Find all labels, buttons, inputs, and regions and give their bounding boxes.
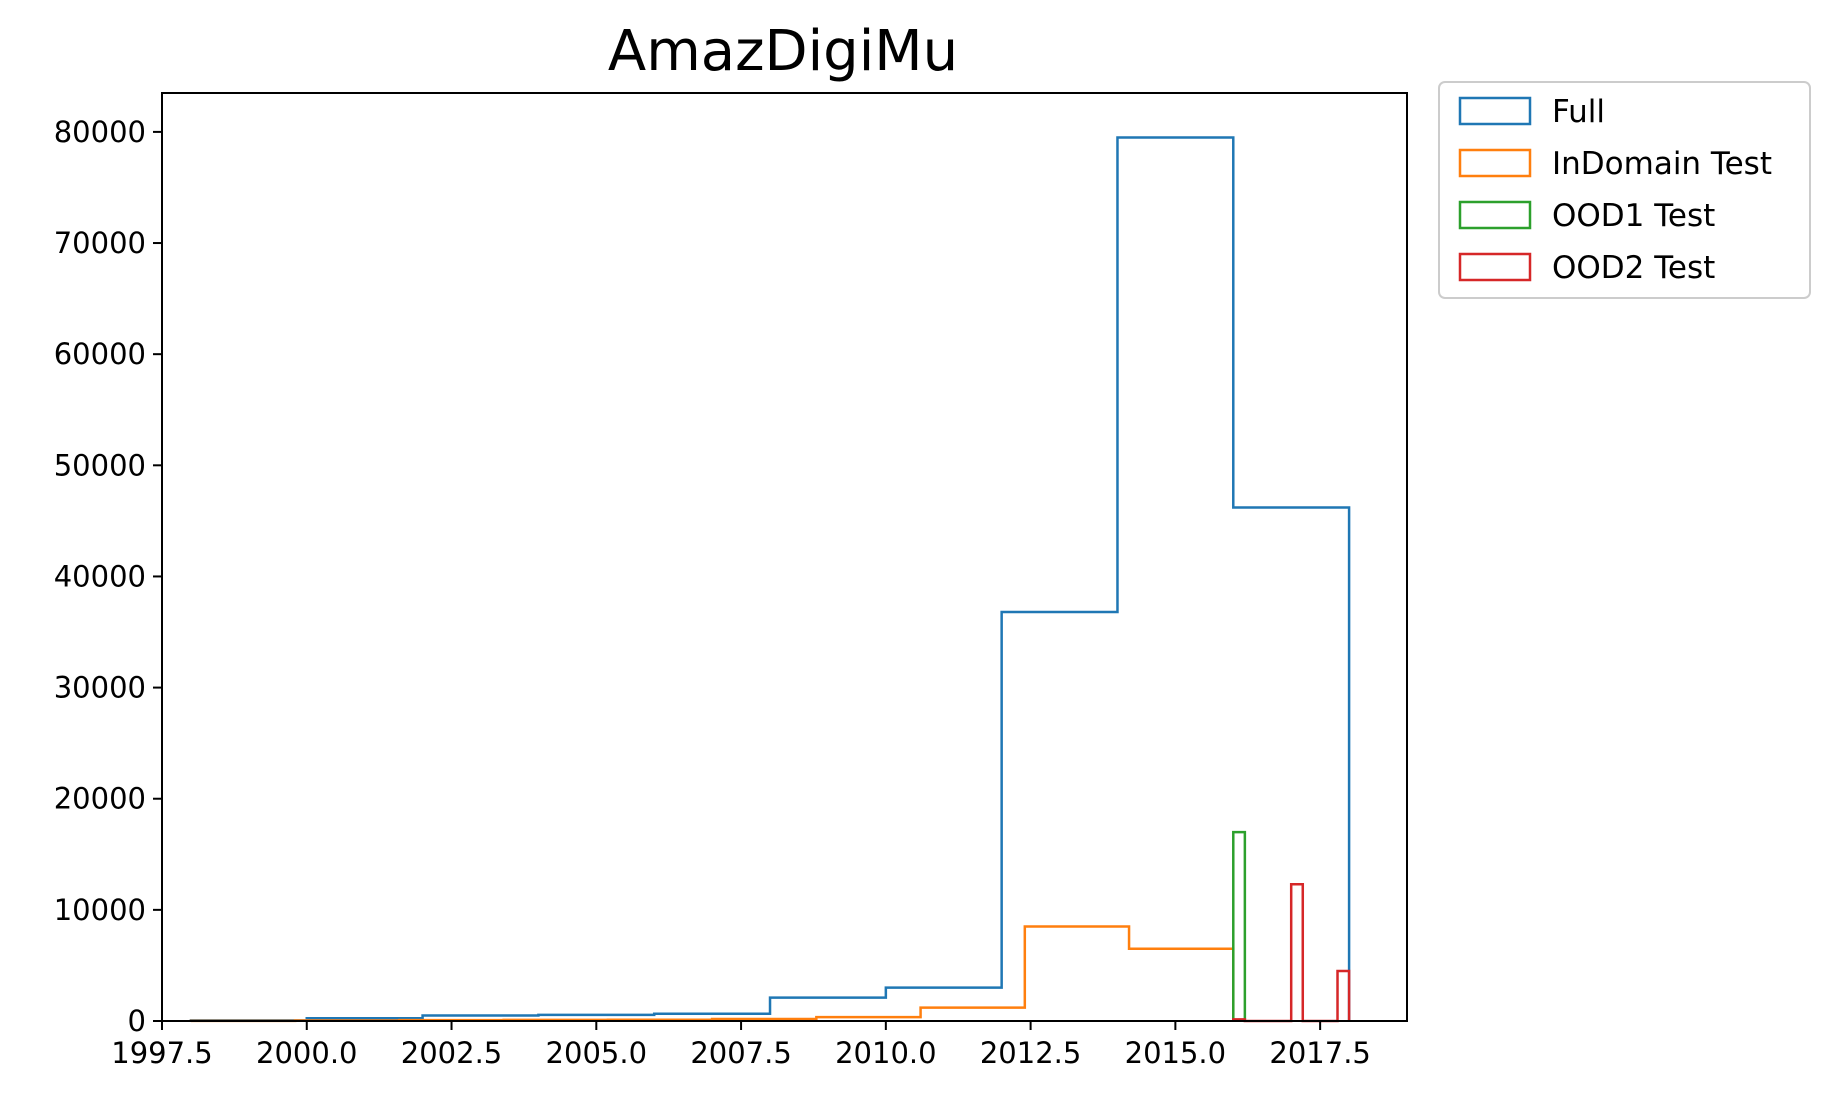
x-tick-label: 2007.5 xyxy=(690,1036,791,1070)
legend-swatch xyxy=(1458,148,1532,178)
legend-frame xyxy=(1438,81,1811,299)
series-step-3 xyxy=(1232,883,1351,1023)
y-axis: 0 10000 20000 30000 40000 50000 60000 70000 8000… xyxy=(54,115,162,1038)
chart-title: AmazDigiMu xyxy=(608,19,958,84)
y-tick-label: 40000 xyxy=(54,559,146,593)
series-layer xyxy=(189,136,1351,1023)
x-tick-label: 2015.0 xyxy=(1125,1036,1226,1070)
y-tick-label: 20000 xyxy=(54,782,146,816)
x-tick-label: 2012.5 xyxy=(980,1036,1081,1070)
y-tick-label: 60000 xyxy=(54,337,146,371)
y-tick-label: 80000 xyxy=(54,115,146,149)
legend-label: OOD1 Test xyxy=(1552,198,1715,234)
x-tick-label: 2002.5 xyxy=(401,1036,502,1070)
legend-label: OOD2 Test xyxy=(1552,250,1715,286)
legend: Full InDomain Test OOD1 Test OOD2 Test xyxy=(1438,81,1811,299)
y-tick-label: 10000 xyxy=(54,893,146,927)
x-tick-label: 2017.5 xyxy=(1269,1036,1370,1070)
series-step-1 xyxy=(189,925,1235,1023)
x-tick-label: 2000.0 xyxy=(256,1036,357,1070)
x-tick-label: 1997.5 xyxy=(111,1036,212,1070)
legend-swatch xyxy=(1458,96,1532,126)
legend-label: Full xyxy=(1552,94,1605,130)
y-tick-label: 70000 xyxy=(54,226,146,260)
legend-swatch xyxy=(1458,200,1532,230)
legend-label: InDomain Test xyxy=(1552,146,1772,182)
x-tick-label: 2010.0 xyxy=(835,1036,936,1070)
y-tick-label: 30000 xyxy=(54,671,146,705)
x-tick-label: 2005.0 xyxy=(546,1036,647,1070)
plot-frame xyxy=(161,92,1408,1022)
y-tick-label: 0 xyxy=(128,1004,146,1038)
legend-swatch xyxy=(1458,252,1532,282)
y-tick-label: 50000 xyxy=(54,448,146,482)
series-step-2 xyxy=(1232,830,1247,1021)
series-step-0 xyxy=(189,136,1351,1022)
x-axis: 1997.5 2000.0 2002.5 2005.0 2007.5 2010.0 2012… xyxy=(111,1021,1371,1070)
